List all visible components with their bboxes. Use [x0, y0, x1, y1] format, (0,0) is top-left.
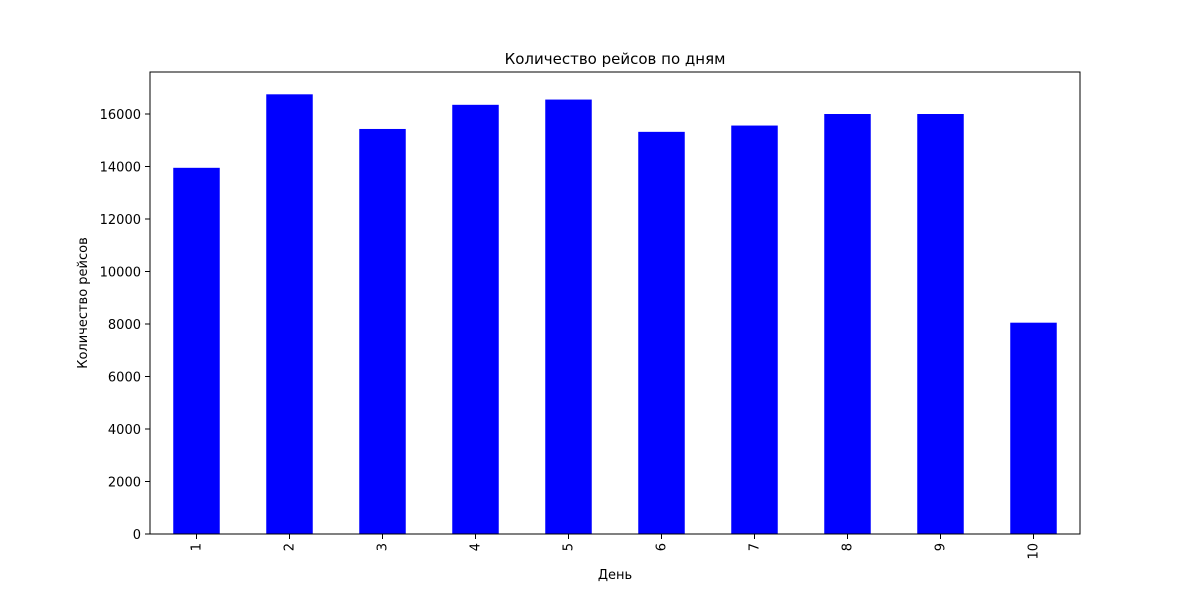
- x-tick-label: 10: [1027, 543, 1042, 560]
- x-axis-label: День: [598, 568, 632, 583]
- x-tick-label: 5: [562, 543, 577, 551]
- plot-frame: [149, 71, 1081, 535]
- bar-day-10: [1010, 322, 1057, 534]
- bar-day-3: [359, 128, 406, 534]
- bar-day-4: [452, 104, 499, 534]
- x-axis: 1 2 3 4 5 6 7 8 9 10: [190, 534, 1042, 560]
- y-axis-label: Количество рейсов: [76, 237, 91, 369]
- x-tick-label: 2: [283, 543, 298, 551]
- chart-title: Количество рейсов по дням: [505, 50, 726, 68]
- bar-day-5: [545, 99, 592, 534]
- x-tick-label: 6: [655, 543, 670, 551]
- bars-group: [173, 94, 1057, 535]
- bar-day-8: [824, 114, 871, 534]
- y-tick-label: 8000: [108, 318, 141, 333]
- y-tick-label: 0: [133, 528, 141, 543]
- y-tick-label: 6000: [108, 371, 141, 386]
- bar-day-2: [266, 94, 313, 534]
- y-tick-label: 14000: [100, 161, 141, 176]
- y-tick-label: 10000: [100, 266, 141, 281]
- x-tick-label: 8: [841, 543, 856, 551]
- y-tick-label: 2000: [108, 476, 141, 491]
- y-tick-label: 4000: [108, 423, 141, 438]
- bar-day-9: [917, 114, 964, 534]
- bar-day-1: [173, 167, 220, 534]
- x-tick-label: 1: [190, 543, 205, 551]
- bar-day-7: [731, 125, 778, 535]
- x-tick-label: 4: [469, 543, 484, 551]
- x-tick-label: 3: [376, 543, 391, 551]
- x-tick-label: 9: [934, 543, 949, 551]
- bar-day-6: [638, 131, 685, 534]
- x-tick-label: 7: [748, 543, 763, 551]
- y-tick-label: 12000: [100, 213, 141, 228]
- y-tick-label: 16000: [100, 108, 141, 123]
- y-axis: 0 2000 4000 6000 8000 10000 12000 14000 16000: [100, 108, 150, 543]
